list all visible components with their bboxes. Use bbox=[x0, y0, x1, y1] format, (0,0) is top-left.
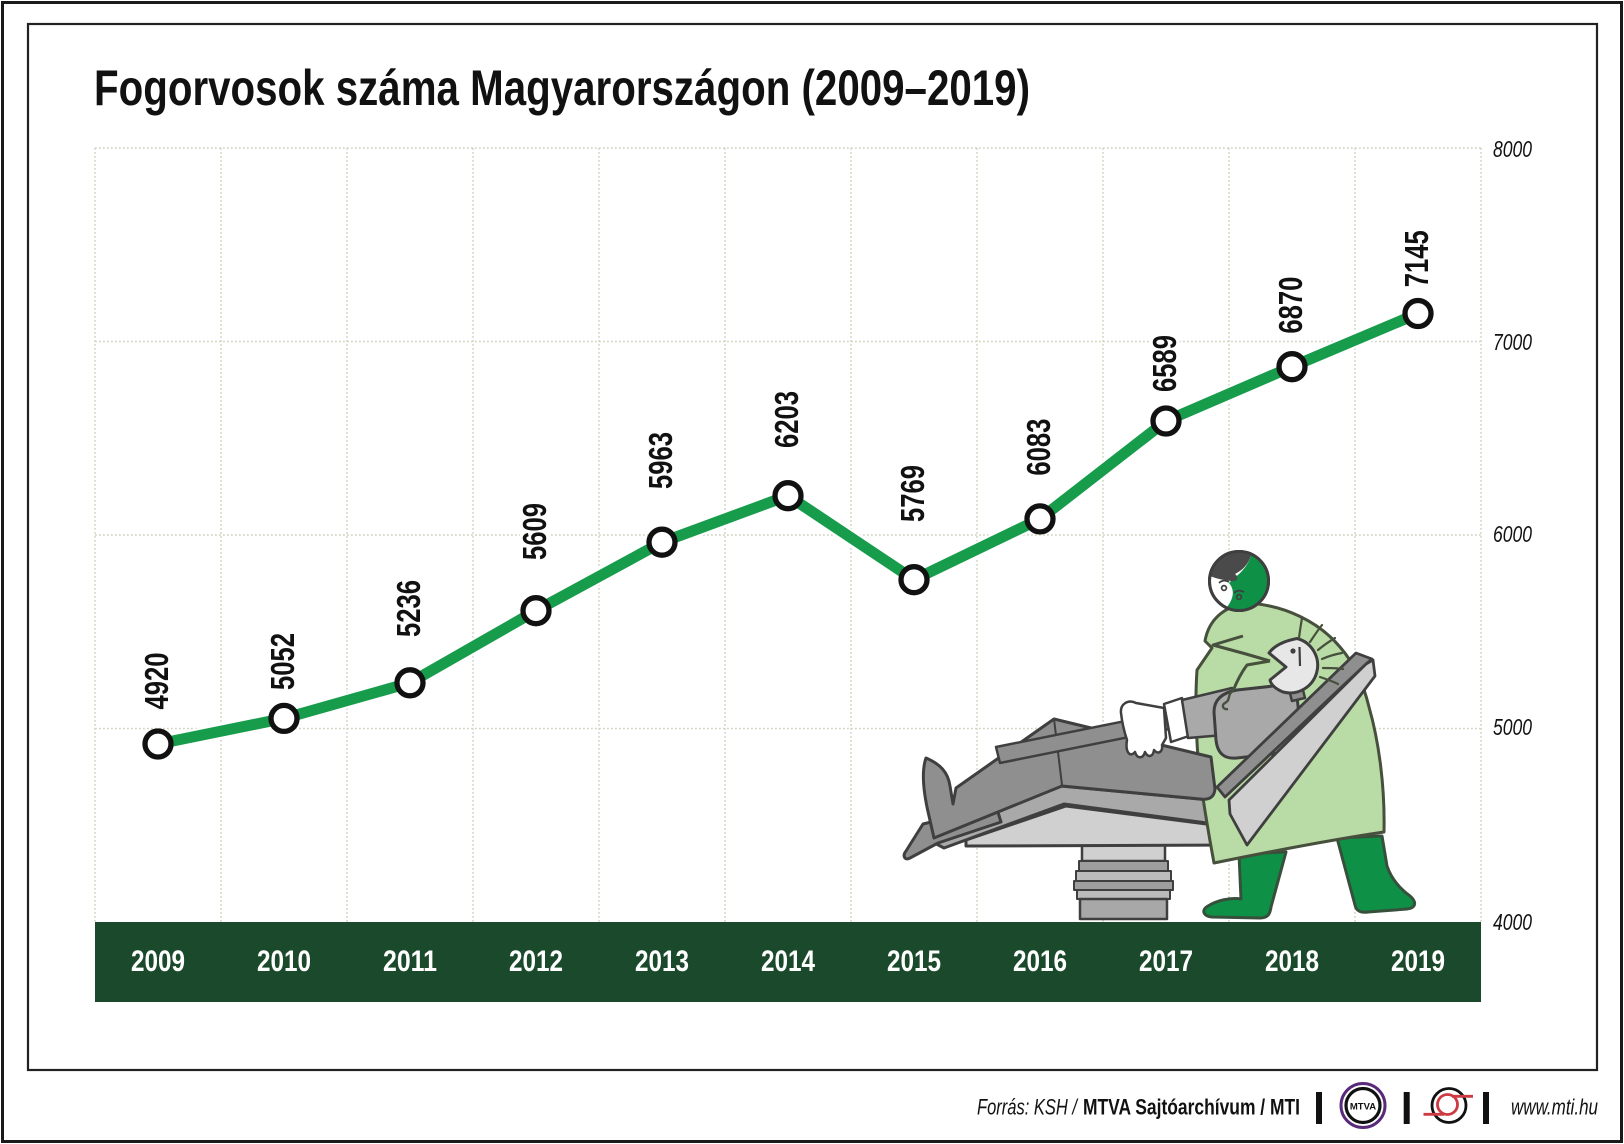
svg-text:2013: 2013 bbox=[635, 945, 689, 978]
svg-text:2017: 2017 bbox=[1139, 945, 1193, 978]
svg-text:MTVA Sajtóarchívum / MTI: MTVA Sajtóarchívum / MTI bbox=[1083, 1095, 1300, 1120]
svg-text:5052: 5052 bbox=[264, 633, 301, 690]
svg-text:2014: 2014 bbox=[761, 945, 815, 978]
svg-text:2019: 2019 bbox=[1391, 945, 1445, 978]
svg-text:2018: 2018 bbox=[1265, 945, 1319, 978]
svg-text:2012: 2012 bbox=[509, 945, 563, 978]
svg-text:Forrás: KSH /: Forrás: KSH / bbox=[977, 1095, 1078, 1120]
svg-text:2016: 2016 bbox=[1013, 945, 1067, 978]
svg-text:5769: 5769 bbox=[894, 465, 931, 522]
svg-text:6000: 6000 bbox=[1493, 521, 1532, 547]
svg-text:4920: 4920 bbox=[138, 653, 175, 710]
svg-text:7000: 7000 bbox=[1493, 329, 1532, 355]
svg-text:8000: 8000 bbox=[1493, 136, 1532, 162]
svg-text:2011: 2011 bbox=[383, 945, 437, 978]
svg-text:6083: 6083 bbox=[1020, 419, 1057, 476]
svg-text:6870: 6870 bbox=[1272, 277, 1309, 334]
svg-text:5236: 5236 bbox=[390, 580, 427, 637]
svg-text:5963: 5963 bbox=[642, 432, 679, 489]
svg-text:5609: 5609 bbox=[516, 503, 553, 560]
svg-text:4000: 4000 bbox=[1493, 909, 1532, 935]
svg-text:2009: 2009 bbox=[131, 945, 185, 978]
svg-text:Fogorvosok száma Magyarországo: Fogorvosok száma Magyarországon (2009–20… bbox=[94, 60, 1030, 116]
svg-text:6203: 6203 bbox=[768, 391, 805, 448]
svg-text:5000: 5000 bbox=[1493, 714, 1532, 740]
svg-text:2015: 2015 bbox=[887, 945, 941, 978]
svg-text:www.mti.hu: www.mti.hu bbox=[1511, 1095, 1598, 1120]
svg-text:MTVA: MTVA bbox=[1350, 1102, 1376, 1113]
svg-text:7145: 7145 bbox=[1398, 230, 1435, 287]
svg-text:2010: 2010 bbox=[257, 945, 311, 978]
svg-text:6589: 6589 bbox=[1146, 335, 1183, 392]
